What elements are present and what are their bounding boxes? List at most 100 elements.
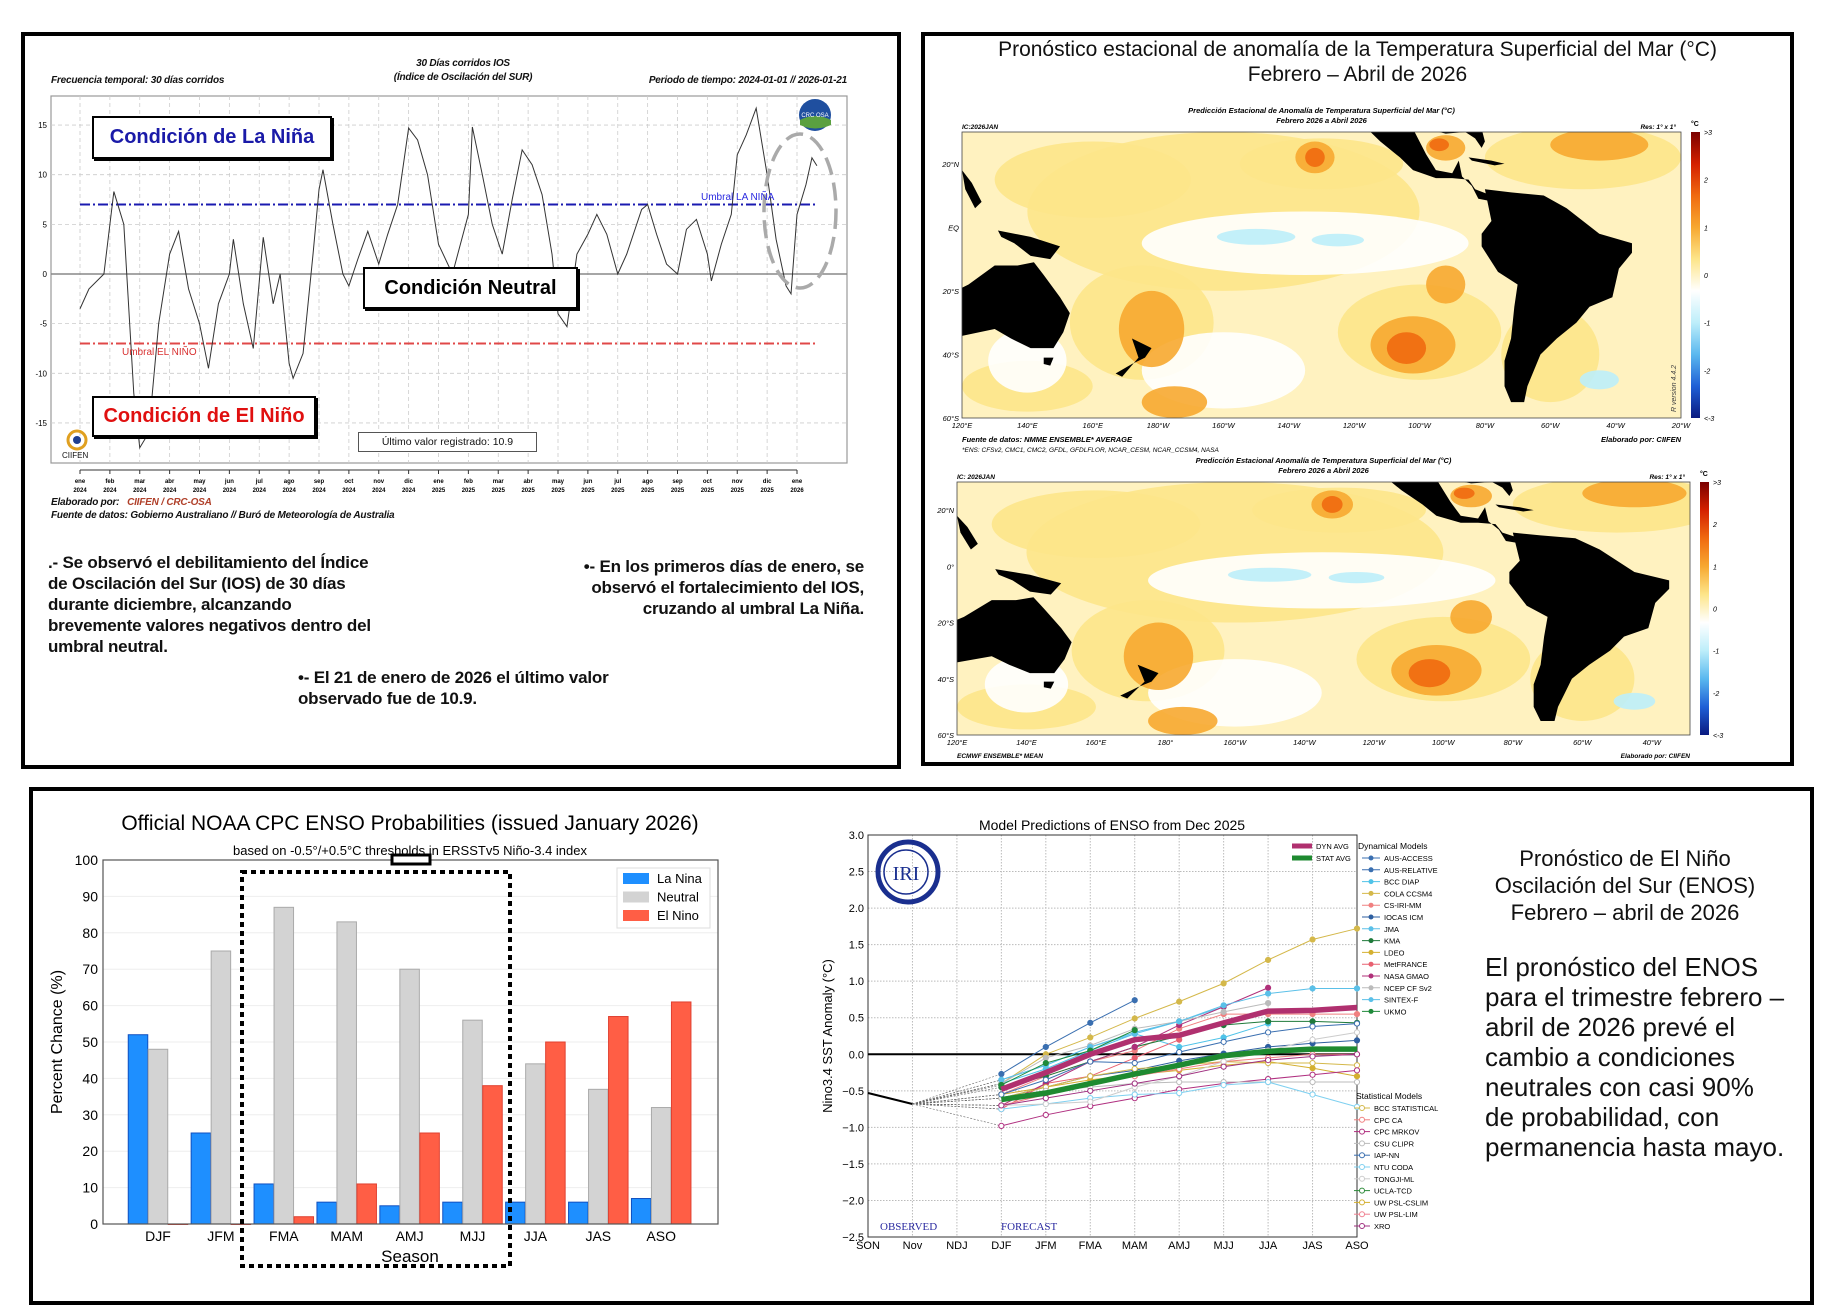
- plume-x-tick-label: JFM: [1035, 1240, 1056, 1252]
- average-legend-label: STAT AVG: [1316, 854, 1351, 863]
- legend-marker: [1359, 1140, 1365, 1147]
- sst-anomaly-area: [1328, 571, 1385, 584]
- model-marker: [1264, 990, 1272, 997]
- lon-tick-label: 20°W: [1671, 421, 1691, 430]
- bar-x-axis-label: Season: [381, 1247, 439, 1266]
- map-title: Predicción Estacional de Anomalía de Tem…: [1188, 106, 1455, 115]
- sst-anomaly-area: [1450, 600, 1492, 634]
- land-us: [1464, 482, 1513, 497]
- model-marker: [1353, 1078, 1361, 1086]
- legend-marker: [1359, 1223, 1365, 1229]
- legend-label: BCC STATISTICAL: [1374, 1104, 1438, 1113]
- observed-label: OBSERVED: [880, 1221, 937, 1233]
- ios-x-tick-label-month: may: [193, 479, 206, 485]
- model-marker: [1353, 985, 1361, 992]
- ios-x-tick-label-year: 2024: [312, 488, 326, 494]
- ios-panel: [21, 32, 901, 769]
- lat-tick-label: 60°S: [943, 414, 959, 423]
- colorbar-tick-label: -2: [1704, 368, 1710, 375]
- map-source: ECMWF ENSEMBLE* MEAN: [957, 753, 1043, 760]
- legend-label: CPC MRKOV: [1374, 1128, 1419, 1137]
- ios-x-tick-label-year: 2025: [521, 488, 535, 494]
- lon-tick-label: 100°W: [1408, 421, 1432, 430]
- ios-y-tick-label: 0: [43, 270, 48, 279]
- legend-marker: [1368, 938, 1374, 944]
- bar-chart-title: Official NOAA CPC ENSO Probabilities (is…: [121, 812, 698, 835]
- ios-frequency-label: Frecuencia temporal: 30 días corridos: [51, 75, 225, 86]
- legend-label: UKMO: [1384, 1007, 1407, 1016]
- legend-label: NTU CODA: [1374, 1163, 1413, 1172]
- bar-y-tick-label: 10: [82, 1180, 98, 1196]
- map-subtitle: Febrero 2026 a Abril 2026: [1278, 466, 1369, 475]
- bar-x-tick-label: FMA: [269, 1228, 299, 1244]
- legend-label: TONGJI-ML: [1374, 1175, 1414, 1184]
- sst-map-nmme-field: [962, 132, 1681, 418]
- ios-title-line2: (Índice de Oscilación del SUR): [393, 72, 533, 83]
- bar-la-nina: [630, 1198, 652, 1225]
- ios-x-tick-label-year: 2024: [193, 488, 207, 494]
- land-ta: [1043, 357, 1054, 366]
- ios-x-tick-label-month: sep: [314, 479, 325, 485]
- ios-x-tick-label-year: 2024: [163, 488, 177, 494]
- lat-tick-label: 40°S: [938, 675, 954, 684]
- model-marker: [1353, 1010, 1361, 1018]
- bar-el-nino: [545, 1041, 566, 1225]
- model-marker: [1353, 1037, 1361, 1044]
- colorbar-tick-label: >3: [1713, 480, 1721, 487]
- enso-plume-chart: Model Predictions of ENSO from Dec 2025 3…: [820, 817, 1438, 1252]
- bar-neutral: [462, 1019, 483, 1225]
- model-marker: [1131, 1043, 1138, 1051]
- legend-marker: [1368, 890, 1374, 896]
- lon-tick-label: 160°W: [1212, 421, 1236, 430]
- plume-connector: [912, 1103, 1002, 1110]
- sst-anomaly-area: [1579, 370, 1619, 390]
- ios-x-tick-label-month: mar: [493, 479, 505, 485]
- legend-label: CSU CLIPR: [1374, 1139, 1415, 1148]
- model-marker: [1131, 1054, 1138, 1062]
- colorbar-tick-label: 1: [1713, 564, 1717, 571]
- model-marker: [1087, 1058, 1094, 1065]
- ios-x-tick-label-year: 2026: [790, 488, 804, 494]
- bar-la-nina: [190, 1132, 212, 1225]
- ios-x-tick-label-month: ene: [433, 479, 444, 485]
- enso-probability-chart: Official NOAA CPC ENSO Probabilities (is…: [49, 812, 719, 1268]
- land-au: [962, 262, 1070, 349]
- model-marker: [1353, 1073, 1361, 1080]
- ios-x-tick-label-year: 2024: [342, 488, 356, 494]
- enso-forecast-panel: [29, 787, 1814, 1305]
- lon-tick-label: 160°E: [1086, 738, 1108, 747]
- lon-tick-label: 180°W: [1147, 421, 1171, 430]
- sst-anomaly-area: [1453, 487, 1475, 499]
- sst-map-ecmwf-frame: [956, 481, 1691, 736]
- model-marker: [998, 1076, 1005, 1083]
- legend-label: KMA: [1384, 937, 1400, 946]
- made-by-label-text: Elaborado por:: [51, 497, 120, 508]
- ios-x-tick-label-year: 2025: [641, 488, 655, 494]
- land-na: [1370, 132, 1495, 202]
- model-marker: [1220, 1008, 1227, 1015]
- legend-marker: [1368, 855, 1374, 861]
- bar-la-nina: [253, 1183, 275, 1225]
- model-marker: [998, 1122, 1005, 1130]
- sst-anomaly-area: [1386, 332, 1427, 364]
- land-ng: [997, 230, 1061, 260]
- map-ensemble-list: *ENS: CFSv2, CMC1, CMC2, GFDL, GFDLFLOR,…: [962, 447, 1219, 454]
- ios-x-tick-label-month: ago: [284, 479, 295, 485]
- legend-label: NASA GMAO: [1384, 972, 1429, 981]
- colorbar-tick-label: -1: [1704, 321, 1710, 328]
- plume-x-tick-label: AMJ: [1168, 1240, 1190, 1252]
- model-marker: [1353, 925, 1361, 932]
- model-marker: [1264, 1029, 1272, 1036]
- ios-x-tick-label-month: feb: [105, 479, 114, 485]
- el-nino-threshold-label: Umbral EL NIÑO: [122, 347, 197, 358]
- bar-y-axis-label: Percent Chance (%): [49, 970, 66, 1114]
- bar-x-tick-label: MJJ: [460, 1228, 486, 1244]
- ios-title-line1: 30 Días corridos IOS: [416, 58, 510, 69]
- bar-el-nino: [608, 1016, 629, 1225]
- ios-x-tick-label-month: jul: [613, 479, 621, 485]
- ios-x-tick-label-year: 2024: [402, 488, 416, 494]
- map-subtitle: Febrero 2026 a Abril 2026: [1276, 116, 1367, 125]
- lat-tick-label: 20°N: [936, 506, 954, 515]
- ios-x-tick-label-year: 2024: [253, 488, 267, 494]
- bar-x-tick-label: JFM: [207, 1228, 234, 1244]
